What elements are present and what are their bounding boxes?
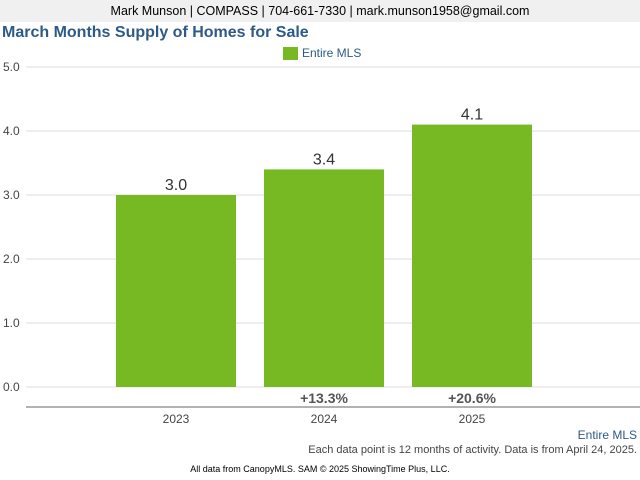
- legend-label: Entire MLS: [302, 46, 362, 60]
- data-label: 3.0: [165, 177, 187, 194]
- x-tick-label: 2024: [311, 412, 338, 426]
- y-tick-label: 3.0: [3, 188, 20, 202]
- footer-source: All data from CanopyMLS. SAM © 2025 Show…: [190, 464, 450, 474]
- bar: [116, 195, 236, 387]
- legend: Entire MLS: [283, 46, 361, 60]
- y-tick-label: 5.0: [3, 60, 20, 74]
- x-tick-label: 2025: [459, 412, 486, 426]
- footer-series-label: Entire MLS: [577, 428, 637, 442]
- chart-title: March Months Supply of Homes for Sale: [2, 24, 309, 41]
- y-tick-label: 0.0: [3, 380, 20, 394]
- data-label: 3.4: [313, 151, 335, 168]
- change-label: +13.3%: [300, 390, 348, 406]
- contact-header: Mark Munson | COMPASS | 704-661-7330 | m…: [0, 0, 640, 22]
- y-tick-label: 4.0: [3, 124, 20, 138]
- bar: [412, 124, 532, 387]
- bar: [264, 169, 384, 387]
- data-label: 4.1: [461, 107, 483, 124]
- contact-text: Mark Munson | COMPASS | 704-661-7330 | m…: [110, 4, 530, 18]
- y-tick-label: 1.0: [3, 316, 20, 330]
- change-label: +20.6%: [448, 390, 496, 406]
- footer-note: Each data point is 12 months of activity…: [308, 444, 637, 456]
- legend-swatch: [283, 46, 298, 60]
- y-tick-label: 2.0: [3, 252, 20, 266]
- x-tick-label: 2023: [163, 412, 190, 426]
